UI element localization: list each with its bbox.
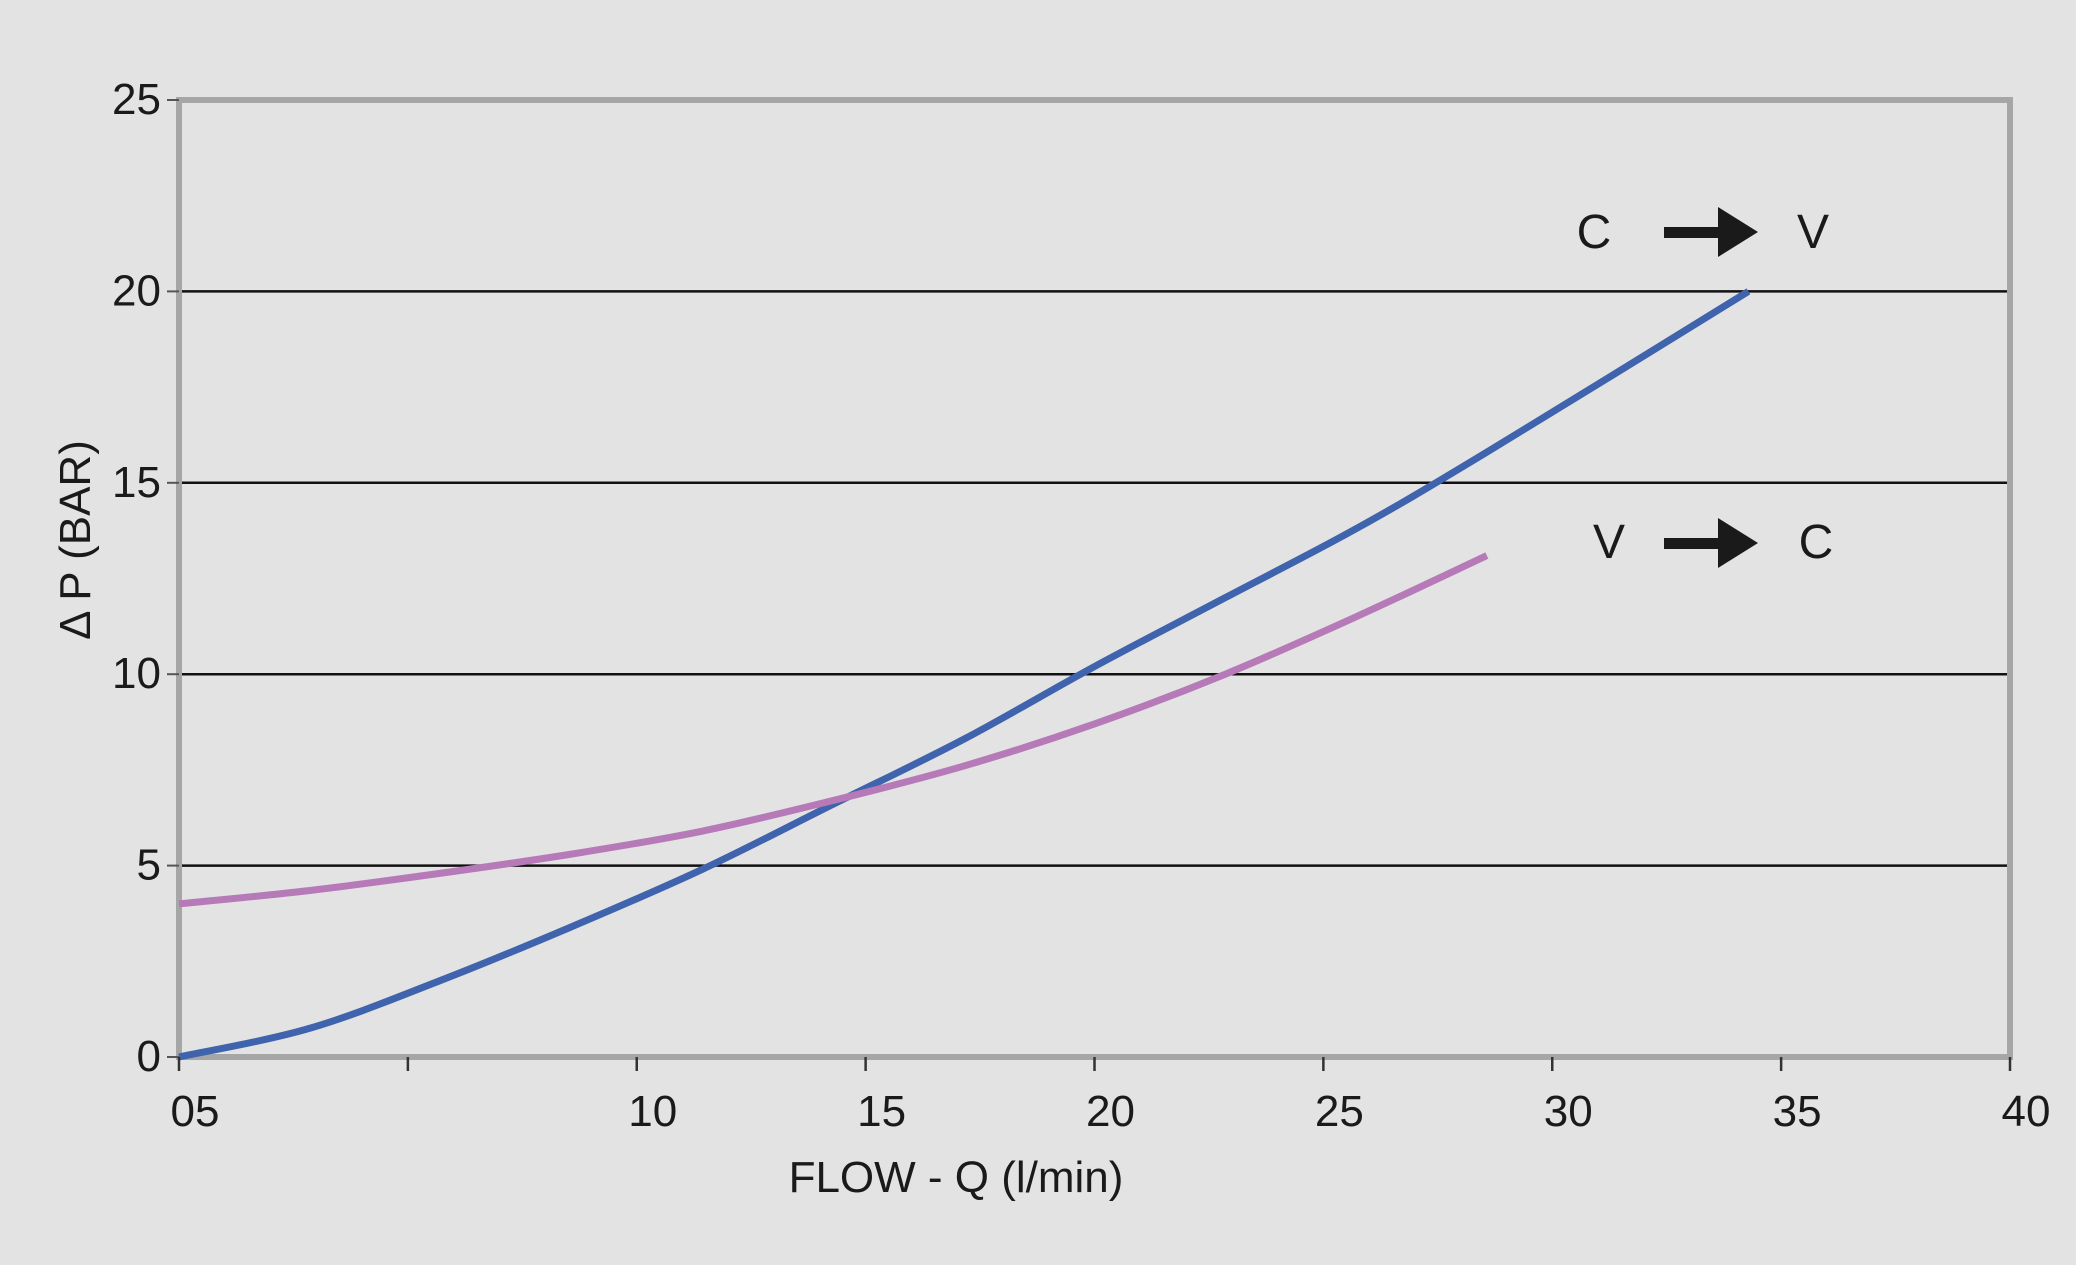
y-tick-label: 20 bbox=[112, 266, 161, 315]
x-tick-label: 35 bbox=[1773, 1087, 1822, 1136]
series-label-c-to-v-from: C bbox=[1577, 206, 1612, 259]
arrow-right-icon bbox=[1664, 518, 1758, 568]
x-axis-title: FLOW - Q (l/min) bbox=[789, 1153, 1124, 1202]
y-tick-label: 10 bbox=[112, 649, 161, 698]
series-label-c-to-v-to: V bbox=[1797, 206, 1829, 259]
series-label-v-to-c: V C bbox=[1593, 516, 1833, 569]
series-line-c-to-v bbox=[178, 288, 1751, 1061]
y-tick-label: 5 bbox=[137, 841, 161, 890]
x-tick-label: 25 bbox=[1315, 1087, 1364, 1136]
series-label-v-to-c-to: C bbox=[1799, 516, 1834, 569]
series-line-v-to-c bbox=[178, 552, 1489, 908]
y-tick-label: 0 bbox=[137, 1032, 161, 1081]
x-tick-label: 40 bbox=[2002, 1087, 2051, 1136]
gridlines bbox=[179, 290, 2010, 867]
series-lines bbox=[178, 288, 1751, 1061]
arrow-right-icon bbox=[1664, 207, 1758, 257]
series-label-v-to-c-from: V bbox=[1593, 516, 1625, 569]
x-tick-label: 10 bbox=[628, 1087, 677, 1136]
y-tick-label: 15 bbox=[112, 458, 161, 507]
y-tick-label: 25 bbox=[112, 75, 161, 124]
x-tick-label: 05 bbox=[171, 1087, 220, 1136]
series-label-c-to-v: C V bbox=[1577, 206, 1829, 259]
x-tick-label: 20 bbox=[1086, 1087, 1135, 1136]
y-axis-title: Δ P (BAR) bbox=[51, 440, 100, 640]
x-tick-label: 30 bbox=[1544, 1087, 1593, 1136]
x-tick-label: 15 bbox=[857, 1087, 906, 1136]
